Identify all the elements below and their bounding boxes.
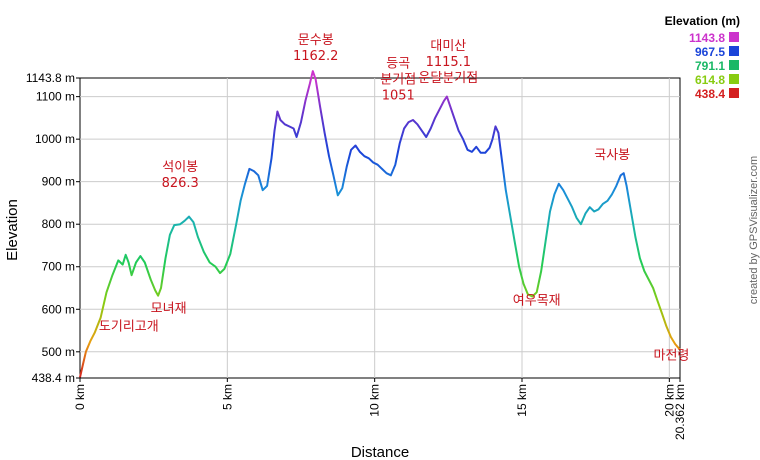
legend-swatch: [729, 88, 739, 98]
x-tick-label: 20 km: [662, 384, 676, 417]
legend-value: 614.8: [695, 73, 725, 87]
annotation-label: 문수봉: [298, 33, 334, 48]
legend-title: Elevation (m): [665, 14, 740, 28]
y-tick-label: 1000 m: [35, 132, 75, 146]
x-axis-title: Distance: [351, 444, 409, 460]
legend-swatch: [729, 60, 739, 70]
x-tick-label: 5 km: [220, 384, 234, 410]
y-tick-label: 900 m: [42, 175, 75, 189]
y-axis-title: Elevation: [4, 199, 21, 261]
x-tick-label: 0 km: [73, 384, 87, 410]
annotation-label: 석이봉: [162, 160, 198, 175]
y-tick-label: 700 m: [42, 260, 75, 274]
annotation-label: 여우목재: [513, 293, 561, 308]
annotation-label: 마전령: [653, 349, 689, 364]
annotation-label: 운달분기점: [418, 71, 478, 86]
y-tick-label: 500 m: [42, 345, 75, 359]
annotation-label: 1162.2: [293, 49, 339, 64]
annotation-label: 등곡: [386, 56, 410, 71]
annotation-label: 1115.1: [426, 55, 472, 70]
x-tick-label: 20.362 km: [673, 384, 687, 440]
elevation-profile-line: [79, 70, 681, 378]
y-axis-ticks: 438.4 m 500 m 600 m 700 m 800 m 900 m 1000 m 11…: [26, 71, 80, 385]
annotation-label: 826.3: [162, 176, 199, 191]
y-tick-label: 600 m: [42, 302, 75, 316]
annotation-label: 1051: [382, 88, 415, 103]
legend-swatch: [729, 46, 739, 56]
annotation-label: 대미산: [430, 39, 466, 54]
annotation-label: 도기리고개: [99, 320, 159, 335]
y-tick-label: 1143.8 m: [26, 71, 75, 85]
annotation-label: 분기점: [380, 72, 416, 87]
legend-swatch: [729, 74, 739, 84]
y-tick-label: 1100 m: [36, 90, 75, 104]
legend-value: 967.5: [695, 45, 725, 59]
x-tick-label: 10 km: [368, 384, 382, 417]
legend-value: 791.1: [695, 59, 725, 73]
plot-area: [79, 77, 681, 379]
annotation-label: 모녀재: [151, 301, 187, 316]
legend-value: 438.4: [695, 87, 725, 101]
legend-swatch: [729, 32, 739, 42]
y-tick-label: 800 m: [42, 217, 75, 231]
y-tick-label: 438.4 m: [32, 371, 75, 385]
annotation-label: 국사봉: [594, 148, 630, 163]
legend-value: 1143.8: [689, 31, 725, 45]
x-tick-label: 15 km: [515, 384, 529, 417]
credit-text: created by GPSVisualizer.com: [748, 156, 760, 304]
